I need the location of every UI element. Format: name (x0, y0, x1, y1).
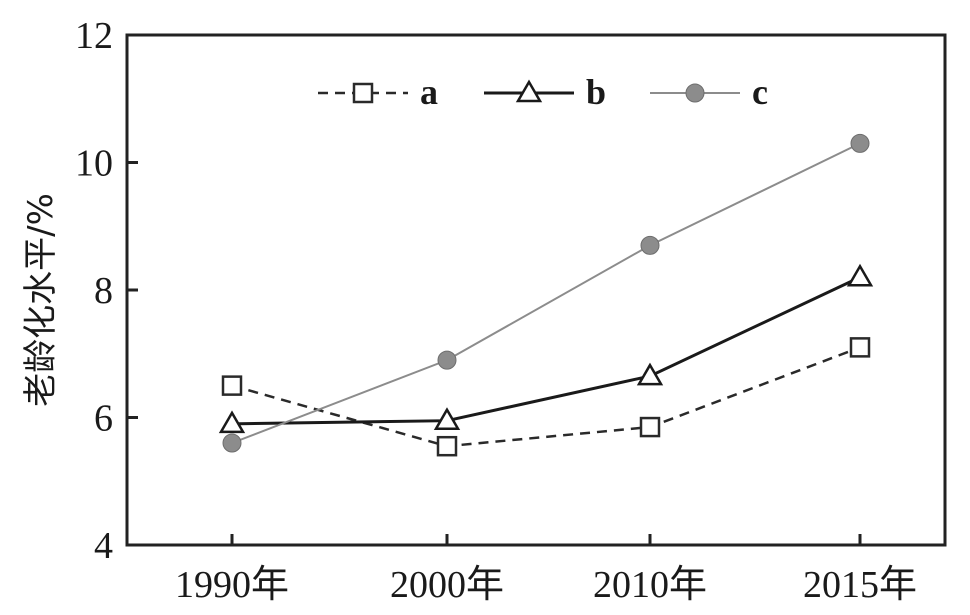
y-tick-label: 10 (75, 143, 113, 185)
legend-label: b (586, 72, 606, 112)
data-point-a (436, 435, 458, 457)
legend-label: a (420, 72, 438, 112)
data-point-a (849, 337, 871, 358)
legend-marker (352, 82, 374, 104)
data-point-b (218, 410, 246, 434)
y-tick-label: 6 (94, 398, 113, 440)
y-tick-label: 8 (94, 270, 113, 312)
data-point-c (640, 235, 660, 255)
x-tick-label: 2000年 (390, 564, 504, 606)
data-point-b (433, 407, 461, 430)
y-tick-label: 4 (94, 525, 113, 567)
y-axis-label: 老龄化水平/% (21, 193, 61, 407)
y-axis: 4 6 8 10 12 (75, 15, 138, 567)
series-b (218, 263, 874, 434)
data-point-a (221, 375, 243, 396)
data-point-b (636, 362, 664, 386)
plot-area (125, 33, 947, 547)
series-a (221, 337, 871, 457)
x-axis: 1990年 2000年 2010年 2015年 (175, 534, 917, 606)
series-line-c (231, 142, 861, 444)
data-point-c (222, 433, 242, 453)
x-tick-label: 1990年 (175, 564, 289, 606)
series-line-a (231, 346, 861, 448)
legend-marker (685, 83, 705, 103)
data-point-c (850, 133, 870, 153)
y-tick-label: 12 (75, 15, 113, 57)
series-layer (218, 133, 874, 457)
legend-item-a: a (318, 72, 438, 112)
series-c (222, 133, 870, 453)
legend-marker (515, 79, 543, 103)
legend-item-b: b (484, 72, 606, 112)
legend-label: c (752, 72, 768, 112)
data-point-a (639, 416, 661, 438)
legend-item-c: c (650, 72, 768, 112)
data-point-b (846, 263, 874, 287)
x-tick-label: 2015年 (803, 564, 917, 606)
legend: a b c (318, 72, 768, 112)
x-tick-label: 2010年 (593, 564, 707, 606)
data-point-c (437, 350, 457, 370)
series-line-b (231, 275, 861, 426)
